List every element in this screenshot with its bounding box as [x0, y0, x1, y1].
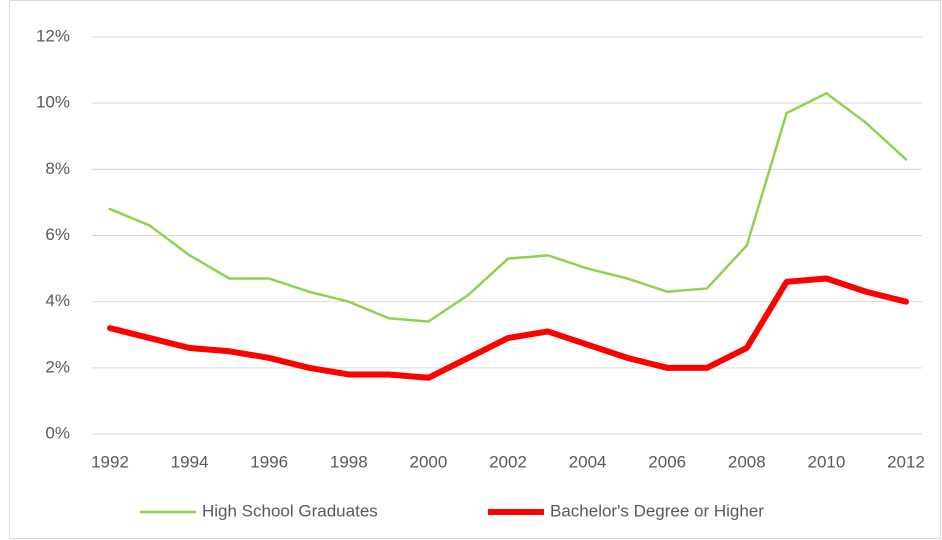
x-tick-label: 1998: [330, 452, 368, 471]
legend-label: Bachelor's Degree or Higher: [550, 501, 764, 520]
x-tick-label: 2010: [807, 452, 845, 471]
y-tick-label: 12%: [36, 26, 70, 45]
x-tick-label: 1994: [171, 452, 209, 471]
legend-label: High School Graduates: [202, 501, 378, 520]
series-line: [107, 275, 909, 381]
y-tick-label: 6%: [45, 225, 70, 244]
x-tick-label: 2012: [887, 452, 925, 471]
x-tick-label: 2002: [489, 452, 527, 471]
x-tick-label: 1992: [91, 452, 129, 471]
y-tick-label: 2%: [45, 357, 70, 376]
x-tick-label: 1996: [250, 452, 288, 471]
x-tick-label: 2000: [409, 452, 447, 471]
x-tick-label: 2004: [569, 452, 607, 471]
series-line: [108, 91, 908, 323]
y-tick-label: 4%: [45, 291, 70, 310]
y-tick-label: 10%: [36, 93, 70, 112]
y-tick-label: 0%: [45, 423, 70, 442]
y-tick-label: 8%: [45, 159, 70, 178]
x-tick-label: 2006: [648, 452, 686, 471]
x-tick-label: 2008: [728, 452, 766, 471]
chart-border: [9, 0, 941, 539]
